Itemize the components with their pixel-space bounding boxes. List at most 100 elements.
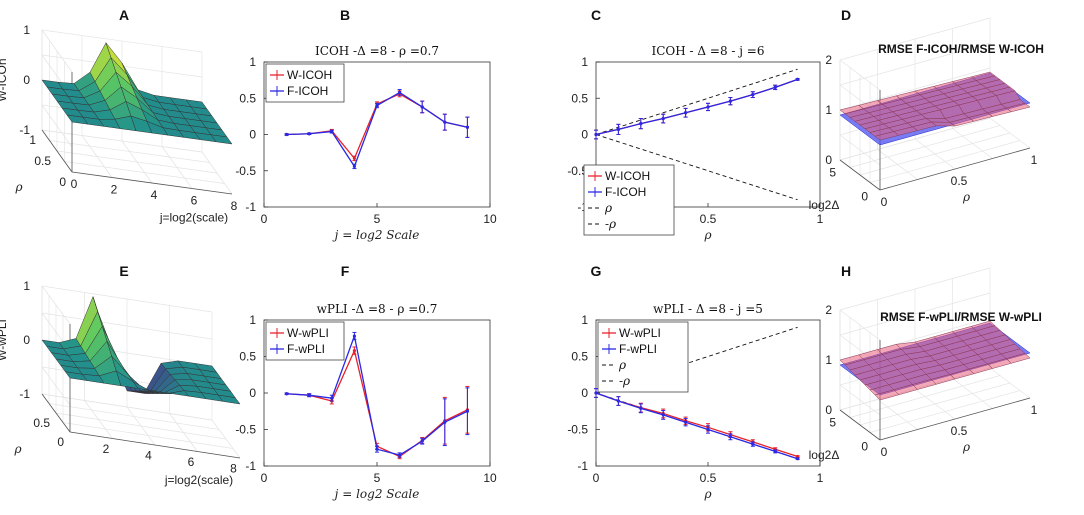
x-tick-label: 1 <box>817 471 824 485</box>
z-tick-label: 1 <box>23 279 30 293</box>
legend-box <box>597 321 689 393</box>
data-point <box>594 132 598 137</box>
data-point <box>352 156 356 161</box>
grid-line <box>839 59 881 91</box>
surface-cell <box>210 134 233 145</box>
legend-label: ρ <box>604 201 612 215</box>
y-tick-label: 1 <box>581 313 588 327</box>
panel-E: 1 0 -1 2 4 6 8 0.5 0 W-wPLI j=log2(scale) ρ <box>0 279 241 487</box>
x-tick-label: 4 <box>151 188 158 202</box>
surface-cell <box>217 394 241 405</box>
x-axis-label: j=log2(scale) <box>164 473 233 487</box>
data-point <box>443 120 447 124</box>
axis-line <box>839 159 881 191</box>
y-axis-label: log2Δ <box>809 198 840 212</box>
data-point <box>751 442 755 446</box>
x-tick-label: 0.5 <box>700 212 717 226</box>
data-point <box>352 349 356 353</box>
x-tick-label: 0.5 <box>951 174 968 188</box>
grid-line <box>41 285 71 325</box>
data-point <box>684 420 688 424</box>
data-point <box>330 396 334 400</box>
grid-line <box>839 309 881 341</box>
z-tick-label: 1 <box>825 103 832 117</box>
x-tick-label: 6 <box>191 194 198 208</box>
surface-cell <box>1005 103 1031 113</box>
y-tick-label: -1 <box>577 200 588 214</box>
x-tick-label: 1 <box>1031 403 1038 417</box>
y-tick-label: 0.5 <box>239 91 256 105</box>
legend-label: W-ICOH <box>287 68 332 82</box>
legend-label: W-ICOH <box>605 169 650 183</box>
data-point <box>375 447 379 451</box>
data-point <box>684 111 688 115</box>
z-tick-label: 0 <box>825 153 832 167</box>
data-point <box>307 132 311 136</box>
panel-letter-A: A <box>119 7 129 23</box>
y-tick-label: 1 <box>249 55 256 69</box>
axis-line <box>879 397 1031 441</box>
grid-line <box>839 267 991 311</box>
grid-line <box>41 312 213 340</box>
data-point <box>639 122 643 126</box>
reference-line-neg-rho <box>595 134 798 201</box>
data-point <box>773 449 777 453</box>
y-tick-label: -1 <box>245 459 256 473</box>
data-point <box>285 132 289 137</box>
data-point <box>420 439 424 443</box>
legend-label: -ρ <box>619 374 630 388</box>
grid-line <box>41 29 203 53</box>
grid-line <box>849 125 1001 168</box>
y-tick-label: 0 <box>249 386 256 400</box>
series-line-F-wPLI <box>595 392 798 460</box>
data-point <box>639 406 643 410</box>
data-point <box>796 457 800 461</box>
data-point <box>661 413 665 417</box>
x-tick-label: 2 <box>103 442 110 456</box>
y-tick-label: 0 <box>57 435 64 449</box>
data-point <box>465 409 469 413</box>
y-tick-label: -0.5 <box>567 164 588 178</box>
y-tick-label: 0.5 <box>33 416 50 430</box>
grid-line <box>839 17 991 61</box>
panel-letter-F: F <box>341 263 350 279</box>
chart-title: ICOH -Δ =8 - ρ =0.7 <box>315 44 439 58</box>
y-tick-label: 0.5 <box>571 350 588 364</box>
panel-letter-G: G <box>591 263 602 279</box>
grid-line <box>989 367 1031 399</box>
legend-box <box>265 321 345 361</box>
y-tick-label: 0 <box>581 128 588 142</box>
axis-line <box>41 393 71 433</box>
axis-line <box>71 171 233 195</box>
grid-line <box>48 403 220 430</box>
data-point <box>706 105 710 109</box>
data-point <box>728 435 733 439</box>
x-axis-label: ρ <box>962 190 970 204</box>
y-tick-label: 0.5 <box>34 154 51 168</box>
grid-line <box>839 292 991 336</box>
grid-line <box>41 29 73 73</box>
panel-G: 1 0.5 0 -0.5 -1 0 0.5 1 wPLI - Δ =8 - j =5 ρ W-wPL… <box>567 302 823 501</box>
panel-letter-C: C <box>591 7 601 23</box>
grid-line <box>161 146 193 189</box>
x-tick-label: 1 <box>817 212 824 226</box>
data-point <box>420 105 424 109</box>
x-tick-label: 0 <box>881 195 888 209</box>
z-tick-label: 0 <box>23 73 30 87</box>
y-tick-label: -1 <box>245 200 256 214</box>
x-axis-label: j = log2 Scale <box>332 487 420 501</box>
data-point <box>352 164 356 168</box>
data-point <box>796 454 800 459</box>
y-tick-label: 0.5 <box>571 91 588 105</box>
reference-line-rho <box>595 68 798 135</box>
x-tick-label: 5 <box>374 212 381 226</box>
data-point <box>352 334 356 338</box>
data-point <box>796 77 800 81</box>
data-point <box>465 125 469 129</box>
z-axis-label: W-wPLI <box>0 319 9 361</box>
x-tick-label: 0.5 <box>700 471 717 485</box>
y-tick-label: 0 <box>861 190 868 204</box>
panel-letter-H: H <box>841 263 851 279</box>
